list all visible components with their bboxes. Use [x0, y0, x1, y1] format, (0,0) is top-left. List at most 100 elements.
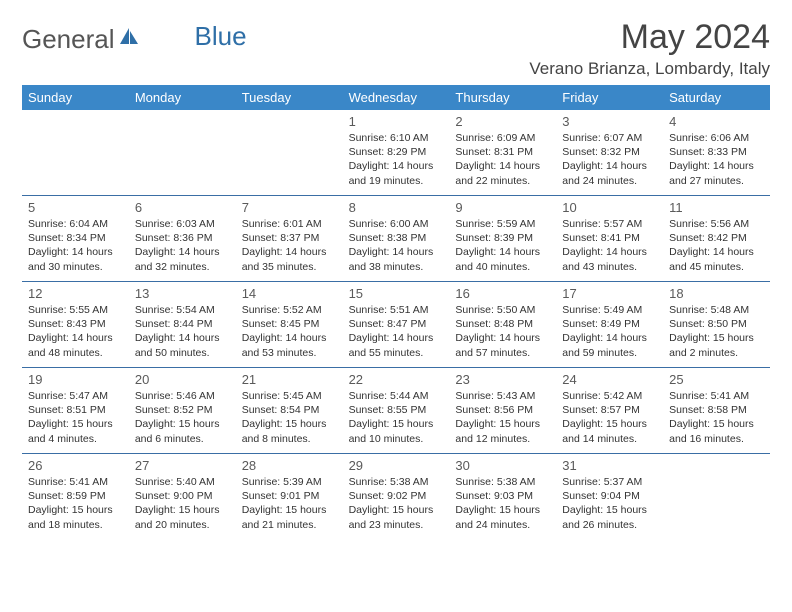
day-cell: 4 Sunrise: 6:06 AMSunset: 8:33 PMDaylight… — [663, 110, 770, 196]
sunset-text: Sunset: 8:31 PM — [455, 145, 550, 159]
daylight-text: Daylight: 14 hours and 45 minutes. — [669, 245, 764, 273]
day-number: 15 — [349, 286, 444, 301]
day-cell: 19Sunrise: 5:47 AMSunset: 8:51 PMDayligh… — [22, 368, 129, 454]
daylight-text: Daylight: 14 hours and 57 minutes. — [455, 331, 550, 359]
daylight-text: Daylight: 14 hours and 40 minutes. — [455, 245, 550, 273]
day-cell: 10Sunrise: 5:57 AMSunset: 8:41 PMDayligh… — [556, 196, 663, 282]
brand-text-2: Blue — [195, 21, 247, 52]
sunrise-text: Sunrise: 5:51 AM — [349, 303, 444, 317]
sunset-text: Sunset: 8:42 PM — [669, 231, 764, 245]
day-cell: 16 Sunrise: 5:50 AMSunset: 8:48 PMDayligh… — [449, 282, 556, 368]
day-number: 16 — [455, 286, 550, 301]
day-number: 27 — [135, 458, 230, 473]
day-number: 13 — [135, 286, 230, 301]
day-info: Sunrise: 5:57 AMSunset: 8:41 PMDaylight:… — [562, 217, 657, 274]
brand-logo: General Blue — [22, 18, 247, 55]
day-number: 5 — [28, 200, 123, 215]
weekday-wed: Wednesday — [343, 85, 450, 110]
daylight-text: Daylight: 15 hours and 18 minutes. — [28, 503, 123, 531]
sunrise-text: Sunrise: 6:10 AM — [349, 131, 444, 145]
sunrise-text: Sunrise: 5:46 AM — [135, 389, 230, 403]
day-number: 9 — [455, 200, 550, 215]
sunrise-text: Sunrise: 6:07 AM — [562, 131, 657, 145]
day-cell: 12Sunrise: 5:55 AMSunset: 8:43 PMDayligh… — [22, 282, 129, 368]
sunrise-text: Sunrise: 5:40 AM — [135, 475, 230, 489]
daylight-text: Daylight: 14 hours and 22 minutes. — [455, 159, 550, 187]
sunrise-text: Sunrise: 6:06 AM — [669, 131, 764, 145]
daylight-text: Daylight: 14 hours and 24 minutes. — [562, 159, 657, 187]
sunset-text: Sunset: 8:29 PM — [349, 145, 444, 159]
daylight-text: Daylight: 15 hours and 2 minutes. — [669, 331, 764, 359]
sunset-text: Sunset: 8:47 PM — [349, 317, 444, 331]
day-info: Sunrise: 6:00 AMSunset: 8:38 PMDaylight:… — [349, 217, 444, 274]
day-cell: 21Sunrise: 5:45 AMSunset: 8:54 PMDayligh… — [236, 368, 343, 454]
daylight-text: Daylight: 14 hours and 38 minutes. — [349, 245, 444, 273]
day-number: 18 — [669, 286, 764, 301]
day-info: Sunrise: 5:48 AMSunset: 8:50 PMDaylight:… — [669, 303, 764, 360]
day-info: Sunrise: 6:06 AMSunset: 8:33 PMDaylight:… — [669, 131, 764, 188]
day-info: Sunrise: 5:47 AMSunset: 8:51 PMDaylight:… — [28, 389, 123, 446]
header: General Blue May 2024 Verano Brianza, Lo… — [22, 18, 770, 79]
day-info: Sunrise: 5:43 AMSunset: 8:56 PMDaylight:… — [455, 389, 550, 446]
sunrise-text: Sunrise: 5:56 AM — [669, 217, 764, 231]
sunrise-text: Sunrise: 6:00 AM — [349, 217, 444, 231]
sunset-text: Sunset: 8:37 PM — [242, 231, 337, 245]
sunset-text: Sunset: 9:04 PM — [562, 489, 657, 503]
sunrise-text: Sunrise: 5:48 AM — [669, 303, 764, 317]
day-number: 24 — [562, 372, 657, 387]
day-cell: 5Sunrise: 6:04 AMSunset: 8:34 PMDaylight… — [22, 196, 129, 282]
location-text: Verano Brianza, Lombardy, Italy — [529, 59, 770, 79]
sunset-text: Sunset: 8:57 PM — [562, 403, 657, 417]
day-number: 25 — [669, 372, 764, 387]
day-info: Sunrise: 5:41 AMSunset: 8:59 PMDaylight:… — [28, 475, 123, 532]
sunrise-text: Sunrise: 6:04 AM — [28, 217, 123, 231]
sunset-text: Sunset: 8:51 PM — [28, 403, 123, 417]
day-info: Sunrise: 5:59 AMSunset: 8:39 PMDaylight:… — [455, 217, 550, 274]
day-cell: 7Sunrise: 6:01 AMSunset: 8:37 PMDaylight… — [236, 196, 343, 282]
daylight-text: Daylight: 15 hours and 14 minutes. — [562, 417, 657, 445]
daylight-text: Daylight: 15 hours and 6 minutes. — [135, 417, 230, 445]
month-title: May 2024 — [529, 18, 770, 57]
sunset-text: Sunset: 8:41 PM — [562, 231, 657, 245]
daylight-text: Daylight: 14 hours and 50 minutes. — [135, 331, 230, 359]
day-info: Sunrise: 5:37 AMSunset: 9:04 PMDaylight:… — [562, 475, 657, 532]
sunset-text: Sunset: 8:48 PM — [455, 317, 550, 331]
day-number: 3 — [562, 114, 657, 129]
sunset-text: Sunset: 8:59 PM — [28, 489, 123, 503]
day-info: Sunrise: 5:51 AMSunset: 8:47 PMDaylight:… — [349, 303, 444, 360]
sunset-text: Sunset: 8:54 PM — [242, 403, 337, 417]
sunset-text: Sunset: 8:38 PM — [349, 231, 444, 245]
day-number: 4 — [669, 114, 764, 129]
day-cell: 15 Sunrise: 5:51 AMSunset: 8:47 PMDayligh… — [343, 282, 450, 368]
sunrise-text: Sunrise: 5:41 AM — [669, 389, 764, 403]
day-number: 12 — [28, 286, 123, 301]
sunrise-text: Sunrise: 6:03 AM — [135, 217, 230, 231]
day-cell: 6Sunrise: 6:03 AMSunset: 8:36 PMDaylight… — [129, 196, 236, 282]
sunrise-text: Sunrise: 5:55 AM — [28, 303, 123, 317]
day-cell: 28Sunrise: 5:39 AMSunset: 9:01 PMDayligh… — [236, 454, 343, 540]
sunrise-text: Sunrise: 5:43 AM — [455, 389, 550, 403]
sunset-text: Sunset: 8:55 PM — [349, 403, 444, 417]
day-info: Sunrise: 5:40 AMSunset: 9:00 PMDaylight:… — [135, 475, 230, 532]
sunset-text: Sunset: 9:02 PM — [349, 489, 444, 503]
day-cell: 26 Sunrise: 5:41 AMSunset: 8:59 PMDayligh… — [22, 454, 129, 540]
day-cell: 22 Sunrise: 5:44 AMSunset: 8:55 PMDayligh… — [343, 368, 450, 454]
day-cell: 31Sunrise: 5:37 AMSunset: 9:04 PMDayligh… — [556, 454, 663, 540]
sunrise-text: Sunrise: 5:37 AM — [562, 475, 657, 489]
sunrise-text: Sunrise: 5:50 AM — [455, 303, 550, 317]
weekday-header-row: Sunday Monday Tuesday Wednesday Thursday… — [22, 85, 770, 110]
sunrise-text: Sunrise: 5:54 AM — [135, 303, 230, 317]
weekday-tue: Tuesday — [236, 85, 343, 110]
day-info: Sunrise: 5:45 AMSunset: 8:54 PMDaylight:… — [242, 389, 337, 446]
day-info: Sunrise: 5:39 AMSunset: 9:01 PMDaylight:… — [242, 475, 337, 532]
day-info: Sunrise: 5:44 AMSunset: 8:55 PMDaylight:… — [349, 389, 444, 446]
day-info: Sunrise: 5:49 AMSunset: 8:49 PMDaylight:… — [562, 303, 657, 360]
day-number: 22 — [349, 372, 444, 387]
day-info: Sunrise: 5:42 AMSunset: 8:57 PMDaylight:… — [562, 389, 657, 446]
day-number: 26 — [28, 458, 123, 473]
day-number: 14 — [242, 286, 337, 301]
daylight-text: Daylight: 15 hours and 16 minutes. — [669, 417, 764, 445]
sunset-text: Sunset: 8:36 PM — [135, 231, 230, 245]
weekday-thu: Thursday — [449, 85, 556, 110]
day-info: Sunrise: 6:09 AMSunset: 8:31 PMDaylight:… — [455, 131, 550, 188]
